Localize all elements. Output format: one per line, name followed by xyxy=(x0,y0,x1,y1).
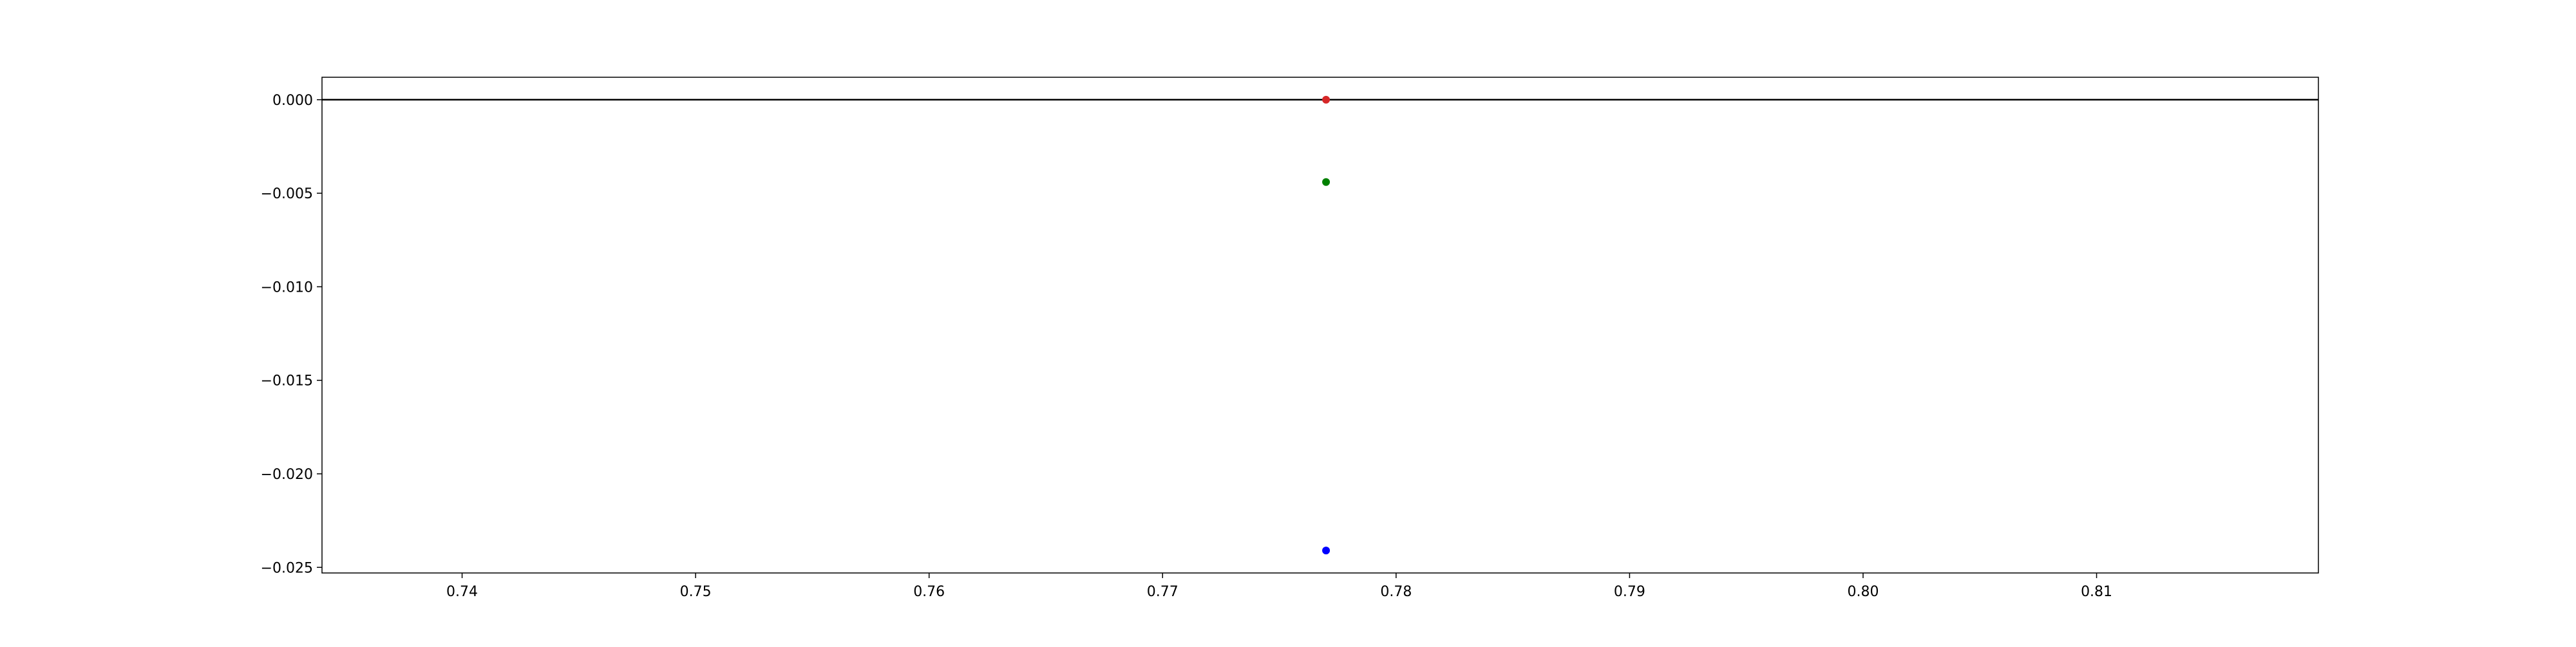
x-tick-label: 0.81 xyxy=(2081,584,2112,600)
x-tick-label: 0.76 xyxy=(913,584,945,600)
y-tick-label: −0.015 xyxy=(261,373,313,389)
x-tick-label: 0.79 xyxy=(1614,584,1645,600)
data-point-2 xyxy=(1322,547,1331,555)
x-tick-label: 0.80 xyxy=(1847,584,1879,600)
y-tick-label: −0.025 xyxy=(261,560,313,576)
data-point-0 xyxy=(1322,95,1331,104)
y-tick-label: −0.005 xyxy=(261,186,313,202)
y-tick-label: −0.010 xyxy=(261,279,313,295)
y-tick-label: 0.000 xyxy=(272,93,313,109)
x-tick-label: 0.77 xyxy=(1147,584,1179,600)
x-tick-label: 0.74 xyxy=(446,584,478,600)
data-point-1 xyxy=(1322,178,1331,186)
plot-frame xyxy=(321,77,2319,574)
y-tick-label: −0.020 xyxy=(261,467,313,483)
x-tick-label: 0.78 xyxy=(1380,584,1412,600)
x-tick-label: 0.75 xyxy=(680,584,712,600)
